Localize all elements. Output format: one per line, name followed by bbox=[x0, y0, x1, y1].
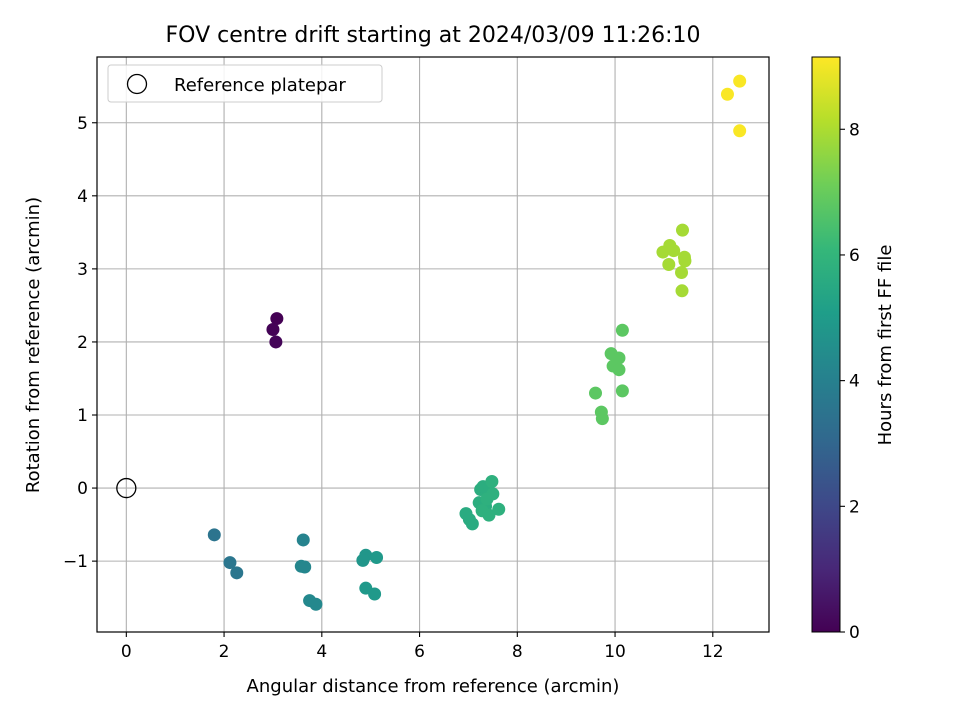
data-point bbox=[615, 384, 629, 398]
x-axis-label: Angular distance from reference (arcmin) bbox=[247, 676, 620, 697]
data-point bbox=[656, 245, 670, 259]
reference-platepar-marker bbox=[116, 477, 137, 499]
data-point bbox=[720, 87, 734, 101]
reference-marker-layer bbox=[116, 477, 137, 499]
data-points bbox=[207, 74, 747, 611]
colorbar-label: Hours from first FF file bbox=[875, 245, 896, 446]
chart-title: FOV centre drift starting at 2024/03/09 … bbox=[166, 23, 701, 48]
x-tick-label: 12 bbox=[702, 642, 724, 662]
data-point bbox=[356, 553, 370, 567]
colorbar-tick-label: 4 bbox=[849, 372, 860, 392]
colorbar-tick-label: 0 bbox=[849, 623, 860, 643]
data-point bbox=[368, 587, 382, 601]
data-point bbox=[270, 312, 284, 326]
grid-lines bbox=[97, 57, 769, 632]
legend-reference-marker bbox=[126, 73, 148, 95]
data-point bbox=[223, 556, 237, 570]
y-tick-label: 3 bbox=[77, 260, 88, 280]
y-tick-label: 5 bbox=[77, 114, 88, 134]
data-point bbox=[296, 533, 310, 547]
colorbar: 0 2 4 6 8 Hours from first FF file bbox=[811, 56, 896, 643]
colorbar-tick-label: 2 bbox=[849, 497, 860, 517]
data-point bbox=[667, 244, 681, 258]
data-point bbox=[485, 474, 499, 488]
x-tick-label: 10 bbox=[604, 642, 626, 662]
data-point bbox=[465, 517, 479, 531]
colorbar-gradient bbox=[811, 56, 841, 633]
plot-area-frame bbox=[96, 56, 770, 633]
data-point bbox=[675, 223, 689, 237]
y-axis-ticks: −1 0 1 2 3 4 5 bbox=[63, 114, 97, 572]
y-tick-label: 1 bbox=[77, 406, 88, 426]
data-point bbox=[675, 266, 689, 280]
colorbar-tick-label: 8 bbox=[849, 120, 860, 140]
x-tick-label: 2 bbox=[219, 642, 230, 662]
data-point bbox=[266, 323, 280, 337]
x-tick-label: 8 bbox=[512, 642, 523, 662]
x-tick-label: 0 bbox=[121, 642, 132, 662]
legend-entry-reference: Reference platepar bbox=[174, 75, 346, 96]
data-point bbox=[733, 124, 747, 138]
y-axis-label: Rotation from reference (arcmin) bbox=[23, 197, 44, 493]
x-tick-label: 6 bbox=[414, 642, 425, 662]
data-point bbox=[230, 566, 244, 580]
x-tick-label: 4 bbox=[316, 642, 327, 662]
y-tick-label: 4 bbox=[77, 187, 88, 207]
data-point bbox=[612, 363, 626, 377]
data-point bbox=[370, 550, 384, 564]
legend-box bbox=[107, 64, 383, 103]
data-point bbox=[675, 284, 689, 298]
colorbar-tick-label: 6 bbox=[849, 246, 860, 266]
data-point bbox=[589, 386, 603, 400]
data-point bbox=[595, 412, 609, 426]
data-point bbox=[678, 254, 692, 268]
legend: Reference platepar bbox=[107, 64, 383, 103]
data-point bbox=[480, 492, 494, 506]
data-point bbox=[269, 335, 283, 349]
data-point bbox=[492, 502, 506, 516]
data-point bbox=[207, 528, 221, 542]
data-point bbox=[482, 508, 496, 522]
data-point bbox=[309, 597, 323, 611]
colorbar-ticks: 0 2 4 6 8 bbox=[840, 120, 860, 643]
y-tick-label: 0 bbox=[77, 479, 88, 499]
y-tick-label: −1 bbox=[63, 552, 88, 572]
data-point bbox=[298, 560, 312, 574]
data-point bbox=[662, 257, 676, 271]
data-point bbox=[733, 74, 747, 88]
y-tick-label: 2 bbox=[77, 333, 88, 353]
x-axis-ticks: 0 2 4 6 8 10 12 bbox=[121, 632, 724, 662]
data-point bbox=[615, 323, 629, 337]
